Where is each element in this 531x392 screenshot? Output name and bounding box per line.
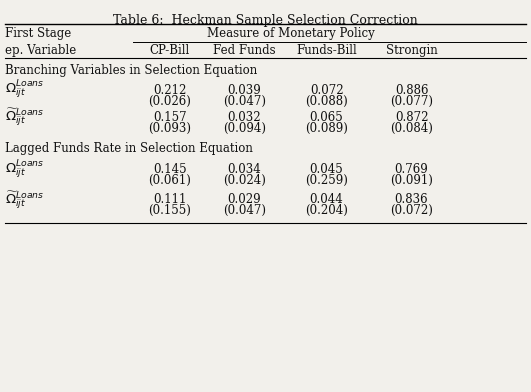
- Text: $\widetilde{\Omega}_{ijt}^{Loans}$: $\widetilde{\Omega}_{ijt}^{Loans}$: [5, 189, 45, 211]
- Text: (0.155): (0.155): [149, 204, 191, 218]
- Text: (0.084): (0.084): [390, 122, 433, 135]
- Text: Table 6:  Heckman Sample Selection Correction: Table 6: Heckman Sample Selection Correc…: [113, 14, 418, 27]
- Text: (0.024): (0.024): [223, 174, 266, 187]
- Text: 0.029: 0.029: [227, 193, 261, 207]
- Text: 0.836: 0.836: [395, 193, 429, 207]
- Text: (0.047): (0.047): [223, 94, 266, 108]
- Text: (0.094): (0.094): [223, 122, 266, 135]
- Text: Branching Variables in Selection Equation: Branching Variables in Selection Equatio…: [5, 64, 258, 77]
- Text: 0.044: 0.044: [310, 193, 344, 207]
- Text: $\widetilde{\Omega}_{ijt}^{Loans}$: $\widetilde{\Omega}_{ijt}^{Loans}$: [5, 107, 45, 129]
- Text: (0.091): (0.091): [390, 174, 433, 187]
- Text: Strongin: Strongin: [386, 44, 438, 57]
- Text: $\Omega_{ijt}^{Loans}$: $\Omega_{ijt}^{Loans}$: [5, 159, 45, 181]
- Text: (0.093): (0.093): [149, 122, 191, 135]
- Text: CP-Bill: CP-Bill: [150, 44, 190, 57]
- Text: Fed Funds: Fed Funds: [213, 44, 276, 57]
- Text: First Stage: First Stage: [5, 27, 72, 40]
- Text: (0.026): (0.026): [149, 94, 191, 108]
- Text: (0.047): (0.047): [223, 204, 266, 218]
- Text: (0.061): (0.061): [149, 174, 191, 187]
- Text: ep. Variable: ep. Variable: [5, 44, 76, 57]
- Text: 0.065: 0.065: [310, 111, 344, 124]
- Text: Measure of Monetary Policy: Measure of Monetary Policy: [207, 27, 374, 40]
- Text: 0.157: 0.157: [153, 111, 187, 124]
- Text: 0.072: 0.072: [310, 83, 344, 97]
- Text: $\Omega_{ijt}^{Loans}$: $\Omega_{ijt}^{Loans}$: [5, 79, 45, 101]
- Text: 0.045: 0.045: [310, 163, 344, 176]
- Text: (0.088): (0.088): [305, 94, 348, 108]
- Text: 0.212: 0.212: [153, 83, 186, 97]
- Text: 0.034: 0.034: [227, 163, 261, 176]
- Text: 0.886: 0.886: [395, 83, 429, 97]
- Text: 0.769: 0.769: [395, 163, 429, 176]
- Text: 0.032: 0.032: [227, 111, 261, 124]
- Text: (0.259): (0.259): [305, 174, 348, 187]
- Text: 0.111: 0.111: [153, 193, 186, 207]
- Text: 0.039: 0.039: [227, 83, 261, 97]
- Text: (0.072): (0.072): [390, 204, 433, 218]
- Text: (0.089): (0.089): [305, 122, 348, 135]
- Text: Funds-Bill: Funds-Bill: [296, 44, 357, 57]
- Text: 0.872: 0.872: [395, 111, 429, 124]
- Text: (0.077): (0.077): [390, 94, 433, 108]
- Text: 0.145: 0.145: [153, 163, 187, 176]
- Text: (0.204): (0.204): [305, 204, 348, 218]
- Text: Lagged Funds Rate in Selection Equation: Lagged Funds Rate in Selection Equation: [5, 142, 253, 156]
